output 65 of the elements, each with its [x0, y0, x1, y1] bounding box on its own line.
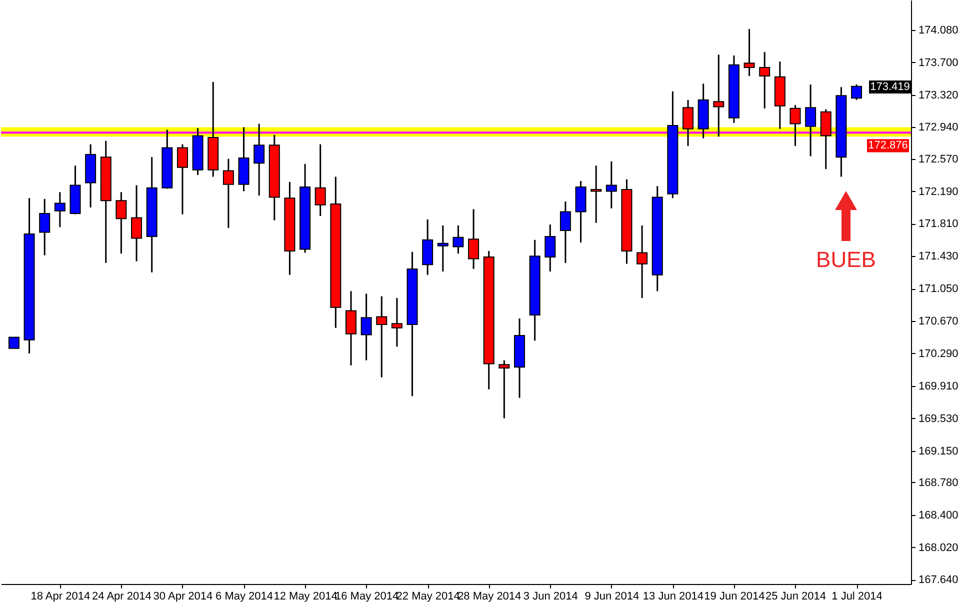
y-tick-label: 169.150	[918, 445, 958, 458]
text: 173.419	[870, 81, 910, 93]
y-tick-label: 172.190	[918, 186, 958, 198]
annotation: BUEB	[816, 247, 876, 272]
y-tick-label: 171.050	[918, 283, 958, 296]
candlestick	[820, 108, 832, 170]
y-tick-label: 167.640	[918, 574, 958, 586]
y-tick-label: 168.400	[918, 509, 958, 522]
candlestick	[636, 224, 648, 299]
y-tick-label: 171.430	[918, 250, 958, 263]
y-tick-label: 174.080	[918, 24, 958, 36]
ref-line-label: 172.876	[868, 140, 908, 152]
x-tick-label: 9 Jun 2014	[584, 590, 640, 602]
y-tick-label: 172.570	[918, 153, 958, 166]
candlestick	[314, 144, 326, 217]
y-tick-label: 168.020	[918, 542, 958, 554]
x-tick-label: 24 Apr 2014	[92, 590, 152, 602]
candlestick	[498, 360, 510, 420]
candlestick	[254, 123, 265, 196]
x-tick-label: 25 Jun 2014	[765, 590, 826, 602]
candlestick	[759, 51, 770, 110]
candlestick	[468, 208, 480, 270]
x-tick-label: 30 Apr 2014	[153, 590, 213, 602]
candlestick	[744, 28, 755, 77]
candlestick	[54, 191, 66, 228]
candlestick	[360, 292, 372, 362]
x-tick-label: 13 Jun 2014	[642, 590, 704, 602]
x-tick-label: 12 May 2014	[274, 590, 338, 602]
x-tick-label: 6 May 2014	[216, 590, 273, 602]
candlestick	[222, 158, 234, 229]
y-tick-label: 173.700	[918, 56, 958, 69]
x-tick-label: 19 Jun 2014	[704, 590, 765, 602]
candlestick	[544, 224, 556, 272]
x-tick-label: 28 May 2014	[458, 590, 522, 602]
y-tick-label: 173.320	[918, 89, 958, 102]
candlestick	[713, 54, 724, 138]
candlestick	[851, 84, 862, 101]
x-tick-label: 18 Apr 2014	[30, 590, 90, 602]
x-tick-label: 22 May 2014	[396, 590, 460, 602]
candlestick	[682, 99, 694, 147]
y-tick-label: 170.290	[918, 348, 958, 360]
candlestick	[391, 297, 402, 348]
candlestick	[437, 224, 448, 272]
candlestick	[805, 84, 816, 157]
y-tick-label: 169.910	[918, 380, 958, 392]
x-tick-label: 3 Jun 2014	[523, 590, 578, 602]
candlestick	[345, 290, 356, 366]
candlestick	[39, 198, 50, 256]
x-tick-label: 1 Jul 2014	[832, 590, 882, 602]
candlestick	[606, 160, 617, 210]
y-tick-label: 168.780	[918, 476, 958, 489]
candlestick	[8, 336, 20, 349]
candlestick	[560, 200, 571, 264]
y-tick-label: 169.530	[918, 412, 958, 425]
candlestick	[790, 104, 801, 147]
candlestick	[131, 184, 142, 262]
y-tick-label: 172.940	[918, 122, 958, 134]
y-tick-label: 171.810	[918, 218, 958, 230]
candlestick	[376, 296, 388, 378]
y-tick-label: 170.670	[918, 316, 958, 328]
candlestick	[176, 144, 188, 216]
candlestick	[116, 191, 127, 254]
candlestick	[590, 164, 602, 224]
candlestick	[452, 224, 464, 254]
x-tick-label: 16 May 2014	[335, 590, 399, 602]
